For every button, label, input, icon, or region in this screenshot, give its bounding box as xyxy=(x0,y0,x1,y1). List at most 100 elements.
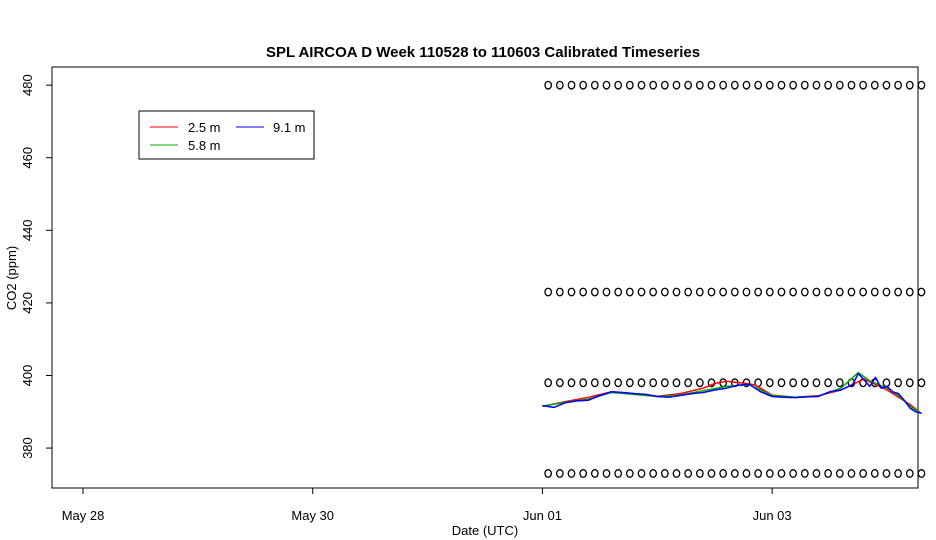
chart-title: SPL AIRCOA D Week 110528 to 110603 Calib… xyxy=(266,44,700,61)
calibration-point xyxy=(894,80,902,90)
x-tick-label: Jun 03 xyxy=(753,508,792,523)
calibration-point xyxy=(567,287,576,297)
y-tick-label: 380 xyxy=(20,437,35,459)
calibration-point xyxy=(660,80,669,90)
calibration-markers xyxy=(544,80,926,478)
calibration-point xyxy=(730,469,739,478)
legend: 2.5 m 5.8 m 9.1 m xyxy=(138,110,315,160)
calibration-point xyxy=(905,80,914,90)
calibration-point xyxy=(707,287,716,297)
calibration-point xyxy=(555,287,564,297)
calibration-point xyxy=(765,80,774,90)
calibration-point xyxy=(824,287,832,297)
calibration-point xyxy=(742,469,751,478)
calibration-point xyxy=(917,80,926,90)
calibration-point xyxy=(894,469,902,478)
calibration-point xyxy=(777,378,786,388)
calibration-point xyxy=(660,287,669,297)
calibration-point xyxy=(579,80,588,90)
calibration-point xyxy=(614,80,623,90)
x-tick-label: May 30 xyxy=(291,508,334,523)
calibration-point xyxy=(695,378,704,388)
calibration-point xyxy=(555,80,564,90)
calibration-point xyxy=(777,469,786,478)
calibration-point xyxy=(614,287,623,297)
calibration-point xyxy=(847,80,856,90)
calibration-point xyxy=(870,80,879,90)
calibration-point xyxy=(614,469,623,478)
calibration-point xyxy=(800,378,809,388)
calibration-point xyxy=(824,378,832,388)
calibration-point xyxy=(625,287,634,297)
calibration-point xyxy=(555,378,564,388)
calibration-point xyxy=(695,80,704,90)
calibration-point xyxy=(824,80,832,90)
calibration-point xyxy=(730,287,739,297)
calibration-point xyxy=(777,80,786,90)
calibration-point xyxy=(800,469,809,478)
y-tick-label: 400 xyxy=(20,365,35,387)
calibration-point xyxy=(894,378,902,388)
calibration-point xyxy=(894,287,902,297)
calibration-point xyxy=(590,378,599,388)
calibration-point xyxy=(789,80,797,90)
y-tick-label: 440 xyxy=(20,219,35,241)
legend-box xyxy=(138,110,315,160)
calibration-point xyxy=(637,469,646,478)
calibration-point xyxy=(742,287,751,297)
calibration-point xyxy=(754,287,762,297)
calibration-point xyxy=(730,80,739,90)
calibration-point xyxy=(579,378,588,388)
calibration-point xyxy=(567,80,576,90)
calibration-point xyxy=(824,469,832,478)
calibration-point xyxy=(917,287,926,297)
calibration-point xyxy=(905,287,914,297)
calibration-point xyxy=(847,287,856,297)
calibration-point xyxy=(684,378,692,388)
calibration-point xyxy=(905,469,914,478)
calibration-point xyxy=(660,378,669,388)
calibration-point xyxy=(625,469,634,478)
calibration-point xyxy=(625,80,634,90)
calibration-point xyxy=(695,469,704,478)
legend-label-5-8m: 5.8 m xyxy=(188,138,221,153)
calibration-point xyxy=(684,469,692,478)
calibration-point xyxy=(917,469,926,478)
calibration-point xyxy=(777,287,786,297)
calibration-point xyxy=(672,469,681,478)
calibration-point xyxy=(672,80,681,90)
calibration-point xyxy=(800,287,809,297)
calibration-point xyxy=(859,80,867,90)
calibration-point xyxy=(614,378,623,388)
calibration-point xyxy=(882,287,891,297)
x-axis: May 28 May 30 Jun 01 Jun 03 xyxy=(62,488,792,523)
calibration-point xyxy=(637,378,646,388)
calibration-point xyxy=(742,80,751,90)
calibration-point xyxy=(684,80,692,90)
calibration-point xyxy=(660,469,669,478)
y-tick-label: 460 xyxy=(20,147,35,169)
calibration-point xyxy=(789,469,797,478)
calibration-point xyxy=(859,287,867,297)
calibration-point xyxy=(719,80,727,90)
calibration-point xyxy=(555,469,564,478)
calibration-point xyxy=(707,80,716,90)
x-axis-label: Date (UTC) xyxy=(452,523,518,538)
calibration-point xyxy=(590,287,599,297)
calibration-point xyxy=(544,287,553,297)
calibration-point xyxy=(649,378,658,388)
y-axis: 380 400 420 440 460 480 xyxy=(20,74,52,459)
calibration-point xyxy=(882,469,891,478)
calibration-point xyxy=(684,287,692,297)
calibration-point xyxy=(870,469,879,478)
calibration-point xyxy=(602,378,611,388)
calibration-point xyxy=(905,378,914,388)
series-line-9-1-m xyxy=(542,372,922,414)
calibration-point xyxy=(707,469,716,478)
calibration-point xyxy=(754,469,762,478)
calibration-point xyxy=(579,287,588,297)
calibration-point xyxy=(672,287,681,297)
calibration-point xyxy=(625,378,634,388)
calibration-point xyxy=(544,80,553,90)
calibration-point xyxy=(765,469,774,478)
